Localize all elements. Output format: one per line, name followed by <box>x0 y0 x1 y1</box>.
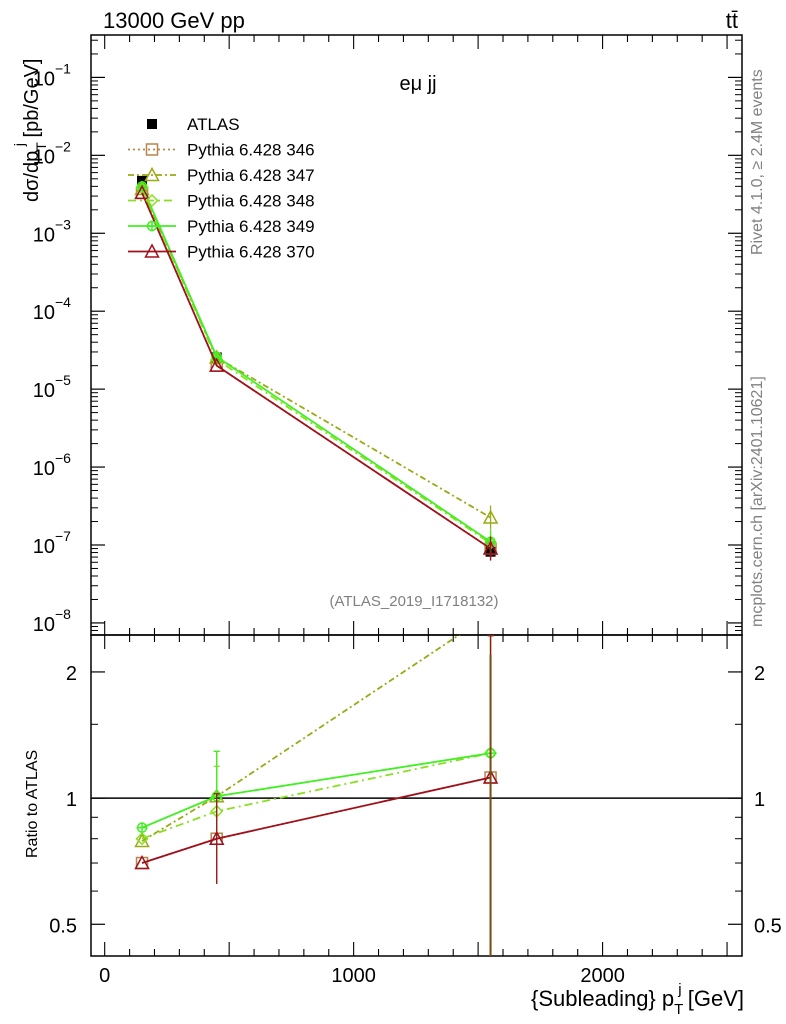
data-point-5-0 <box>134 184 150 200</box>
channel-label: eμ jj <box>399 73 436 95</box>
mcplots-label: mcplots.cern.ch [arXiv:2401.10621] <box>749 376 766 627</box>
ratio-ytick-label-left: 0.5 <box>49 915 77 937</box>
ratio-point-4-0 <box>134 854 150 870</box>
legend-label-1: Pythia 6.428 346 <box>187 141 315 160</box>
main-ytick-exponent: −4 <box>55 294 71 310</box>
main-ytick-label: 10 <box>33 302 55 324</box>
main-ytick-exponent: −3 <box>55 216 71 232</box>
legend-label-3: Pythia 6.428 348 <box>187 192 315 211</box>
x-tick-label: 1000 <box>331 965 376 987</box>
series-line-5 <box>141 192 492 550</box>
main-ytick-label: 10 <box>33 536 55 558</box>
ratio-point-2-0 <box>135 832 149 846</box>
series-line-3 <box>141 187 492 545</box>
main-ytick-exponent: −7 <box>55 528 71 544</box>
main-panel: 10−810−710−610−510−410−310−210−1 <box>33 34 743 636</box>
ratio-line-1 <box>141 635 461 842</box>
ratio-ytick-label-right: 2 <box>754 663 765 685</box>
ratio-ytick-label-right: 0.5 <box>754 915 782 937</box>
main-ytick-exponent: −2 <box>55 138 71 154</box>
legend-marker-2 <box>144 166 160 182</box>
x-tick-label: 2000 <box>580 965 625 987</box>
main-ytick-exponent: −5 <box>55 372 71 388</box>
ratio-panel: 0 1000 2000 0.5 0.5 1 1 2 2 <box>49 634 782 987</box>
ratio-series-group <box>134 635 499 956</box>
ratio-ytick-label-left: 2 <box>66 663 77 685</box>
ratio-ytick-label-left: 1 <box>66 789 77 811</box>
x-tick-label: 0 <box>99 965 110 987</box>
main-ytick-exponent: −6 <box>55 450 71 466</box>
series-line-4 <box>141 185 492 543</box>
ratio-point-4-1 <box>208 830 225 845</box>
data-point-5-2 <box>482 540 499 555</box>
main-ytick-label: 10 <box>33 68 55 90</box>
legend-marker-5 <box>144 243 160 258</box>
ratio-frame <box>90 634 743 957</box>
analysis-label: (ATLAS_2019_I1718132) <box>329 593 498 610</box>
main-ytick-label: 10 <box>33 614 55 636</box>
main-ytick-exponent: −1 <box>55 60 71 76</box>
ratio-ytick-label-right: 1 <box>754 789 765 811</box>
main-ytick-label: 10 <box>33 458 55 480</box>
legend-marker-1 <box>145 143 159 156</box>
rivet-version-label: Rivet 4.1.0, ≥ 2.4M events <box>749 69 766 255</box>
legend-label-0: ATLAS <box>187 115 240 134</box>
legend-label-5: Pythia 6.428 370 <box>187 243 315 262</box>
legend-marker-3 <box>145 193 159 208</box>
ratio-line-2 <box>141 752 491 840</box>
ratio-ylabel: Ratio to ATLAS <box>24 750 41 858</box>
main-series-group <box>134 175 499 561</box>
legend: ATLAS Pythia 6.428 346 Pythia 6.428 347 Pyt… <box>128 115 315 262</box>
energy-label: 13000 GeV pp <box>103 8 245 33</box>
data-point-2-2 <box>482 509 499 524</box>
series-line-2 <box>141 188 492 519</box>
main-ytick-exponent: −8 <box>55 606 71 622</box>
data-point-5-1 <box>208 357 225 372</box>
process-label: tt̄ <box>726 8 738 33</box>
main-ytick-label: 10 <box>33 224 55 246</box>
main-ytick-label: 10 <box>33 380 55 402</box>
legend-marker-0 <box>147 119 157 129</box>
legend-label-2: Pythia 6.428 347 <box>187 166 315 185</box>
x-axis-title: {Subleading} pTj [GeV] <box>531 981 744 1018</box>
main-ytick-label: 10 <box>33 146 55 168</box>
legend-label-4: Pythia 6.428 349 <box>187 217 315 236</box>
